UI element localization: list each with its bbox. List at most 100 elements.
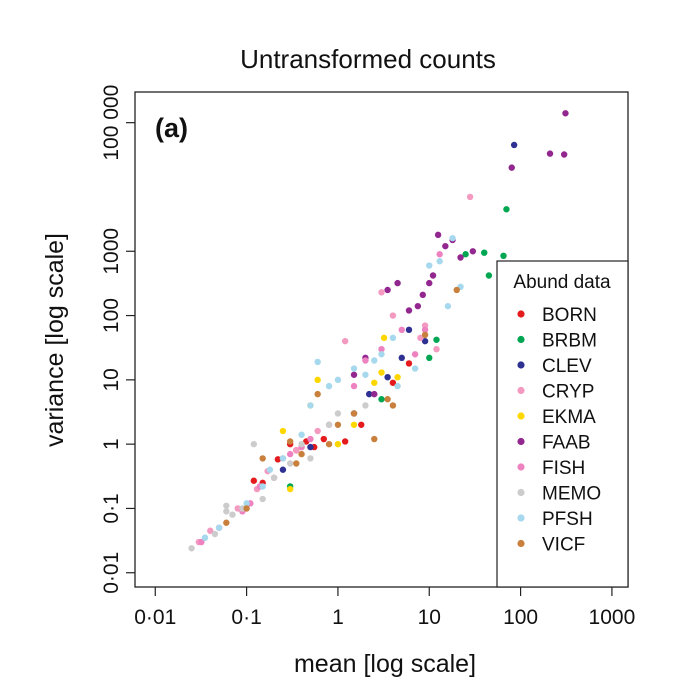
point-memo — [307, 455, 314, 462]
legend-label-clev: CLEV — [542, 356, 592, 377]
point-pfsh — [389, 334, 397, 342]
point-vicf — [314, 390, 321, 398]
legend-marker-faab — [517, 437, 525, 446]
point-cryp — [293, 447, 300, 454]
point-ekma — [350, 421, 358, 428]
point-clev — [365, 390, 373, 398]
point-fish — [307, 435, 314, 443]
point-vicf — [371, 435, 378, 443]
legend-marker-fish — [517, 463, 525, 471]
point-memo — [334, 410, 342, 417]
point-pfsh — [411, 365, 419, 372]
point-vicf — [286, 438, 294, 445]
point-vicf — [325, 440, 333, 448]
point-cryp — [341, 337, 349, 345]
y-tick-label: 0·1 — [100, 493, 123, 523]
point-cryp — [417, 334, 424, 342]
point-pfsh — [444, 302, 452, 310]
point-faab — [419, 291, 427, 299]
point-brbm — [462, 251, 469, 258]
point-ekma — [394, 373, 401, 381]
point-memo — [259, 495, 266, 503]
y-tick-label: 1 — [100, 438, 123, 450]
point-memo — [211, 530, 219, 538]
point-fish — [436, 251, 443, 258]
point-ekma — [334, 440, 342, 448]
point-born — [358, 421, 365, 428]
point-faab — [394, 279, 401, 287]
legend-marker-memo — [517, 488, 525, 497]
chart-title: Untransformed counts — [240, 44, 496, 74]
point-cryp — [466, 193, 474, 201]
point-faab — [350, 371, 358, 378]
point-memo — [286, 460, 294, 467]
legend-marker-cryp — [517, 386, 525, 395]
point-pfsh — [350, 365, 358, 372]
legend-label-fish: FISH — [542, 458, 585, 479]
point-memo — [229, 511, 236, 518]
point-pfsh — [266, 466, 274, 473]
point-born — [389, 379, 397, 386]
point-clev — [384, 373, 391, 381]
point-fish — [198, 538, 205, 546]
x-tick-label: 100 — [503, 606, 538, 629]
x-tick-label: 10 — [418, 606, 441, 629]
point-pfsh — [378, 351, 385, 358]
point-clev — [405, 326, 413, 334]
point-pfsh — [307, 402, 314, 409]
point-faab — [429, 272, 437, 279]
point-vicf — [421, 331, 429, 339]
point-pfsh — [279, 455, 287, 462]
point-faab — [469, 248, 477, 255]
point-vicf — [293, 460, 300, 467]
y-tick-label: 0·01 — [100, 552, 123, 594]
point-memo — [188, 545, 195, 552]
point-vicf — [453, 286, 460, 294]
legend-label-born: BORN — [542, 305, 597, 326]
point-pfsh — [215, 524, 223, 531]
point-faab — [457, 254, 464, 261]
point-faab — [405, 307, 413, 314]
point-fish — [378, 345, 385, 353]
y-tick-label: 10 — [100, 368, 123, 391]
point-ekma — [371, 379, 378, 386]
point-ekma — [314, 376, 321, 384]
point-memo — [362, 402, 369, 409]
point-fish — [286, 450, 294, 458]
point-vicf — [334, 421, 342, 428]
y-tick-label: 1000 — [100, 228, 123, 275]
point-faab — [414, 302, 422, 310]
panel-label: (a) — [155, 113, 188, 143]
point-faab — [562, 110, 569, 117]
point-memo — [270, 474, 278, 481]
x-axis-label: mean [log scale] — [294, 650, 476, 678]
legend-marker-pfsh — [517, 514, 525, 522]
point-brbm — [503, 206, 510, 213]
y-tick-label: 100 — [100, 298, 123, 333]
point-vicf — [389, 402, 397, 409]
point-faab — [371, 390, 378, 398]
x-tick-label: 1 — [332, 606, 344, 629]
point-pfsh — [325, 382, 333, 390]
point-vicf — [223, 519, 230, 526]
point-born — [274, 456, 282, 463]
point-pfsh — [259, 483, 266, 490]
point-brbm — [485, 272, 493, 279]
point-pfsh — [314, 358, 321, 366]
point-pfsh — [334, 376, 342, 384]
point-brbm — [481, 249, 488, 256]
y-axis-label: variance [log scale] — [41, 233, 69, 447]
point-vicf — [384, 396, 391, 403]
point-pfsh — [426, 262, 433, 269]
point-faab — [434, 231, 442, 239]
x-tick-label: 0·01 — [134, 606, 176, 629]
y-axis: 0·01 0·1 1 10 100 1000 100 000 — [100, 85, 135, 594]
point-brbm — [426, 354, 433, 362]
point-faab — [426, 279, 433, 287]
legend-label-memo: MEMO — [542, 484, 601, 505]
point-memo — [250, 440, 258, 448]
point-pfsh — [243, 500, 250, 507]
point-brbm — [433, 336, 440, 343]
point-faab — [384, 286, 391, 294]
point-cryp — [389, 312, 397, 319]
